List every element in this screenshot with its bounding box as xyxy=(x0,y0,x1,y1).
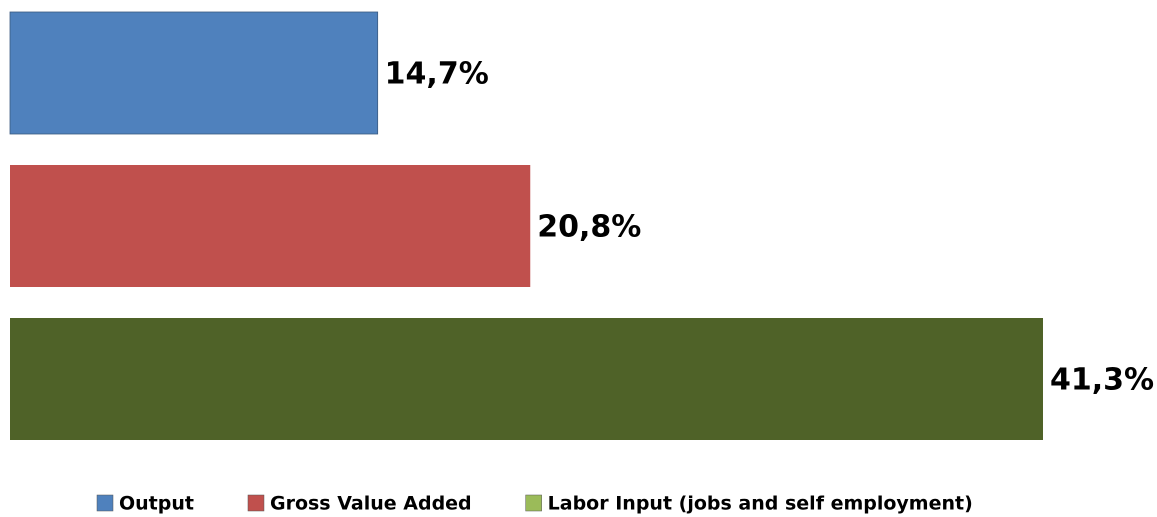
legend-swatch xyxy=(247,494,265,512)
value-label: 20,8% xyxy=(537,210,641,245)
bar xyxy=(10,165,531,287)
bar xyxy=(10,318,1043,440)
bar xyxy=(9,11,379,135)
value-label: 41,3% xyxy=(1050,363,1154,398)
legend-label: Output xyxy=(119,493,194,515)
legend-label: Labor Input (jobs and self employment) xyxy=(548,493,973,515)
legend-label: Gross Value Added xyxy=(270,493,472,515)
value-label: 14,7% xyxy=(385,57,489,92)
legend-swatch xyxy=(525,494,542,512)
legend-swatch xyxy=(96,494,114,512)
